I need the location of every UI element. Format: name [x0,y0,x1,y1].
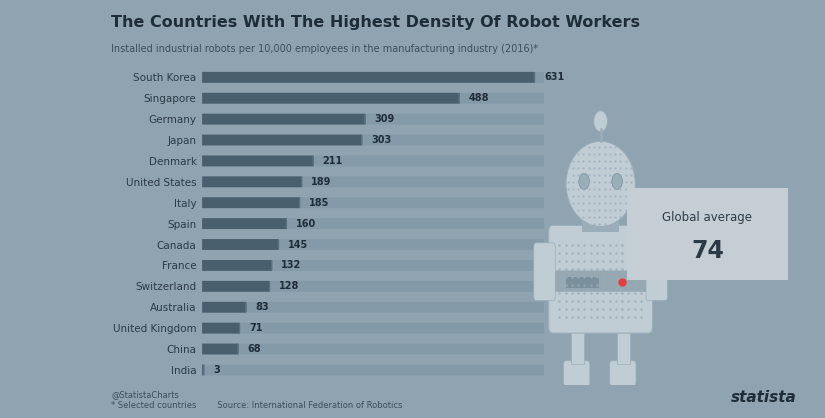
FancyBboxPatch shape [202,239,544,250]
FancyBboxPatch shape [202,72,535,83]
Text: The Countries With The Highest Density Of Robot Workers: The Countries With The Highest Density O… [111,15,640,30]
Text: 68: 68 [248,344,261,354]
Text: 145: 145 [288,240,309,250]
FancyBboxPatch shape [202,218,286,229]
Text: 303: 303 [371,135,391,145]
Bar [582,217,619,232]
Bar [571,327,584,364]
FancyBboxPatch shape [202,197,299,208]
Text: 74: 74 [691,239,724,263]
Bar [617,327,630,364]
FancyBboxPatch shape [202,344,238,354]
Text: 160: 160 [296,219,316,229]
Text: * Selected countries        Source: International Federation of Robotics: * Selected countries Source: Internation… [111,400,403,410]
Text: 185: 185 [309,198,329,208]
FancyBboxPatch shape [202,344,544,354]
Circle shape [612,173,622,189]
Text: 309: 309 [375,114,394,124]
FancyBboxPatch shape [202,364,204,375]
FancyBboxPatch shape [202,176,544,187]
FancyBboxPatch shape [202,114,365,125]
Text: Global average: Global average [662,211,752,224]
FancyBboxPatch shape [202,260,544,271]
FancyBboxPatch shape [202,135,544,145]
FancyBboxPatch shape [202,281,544,292]
Text: statista: statista [730,390,796,405]
Text: 189: 189 [311,177,332,187]
FancyBboxPatch shape [202,93,460,104]
FancyBboxPatch shape [202,323,239,334]
FancyBboxPatch shape [563,361,590,386]
FancyBboxPatch shape [202,197,544,208]
Text: 83: 83 [255,302,269,312]
FancyBboxPatch shape [202,260,271,271]
Ellipse shape [566,141,635,227]
FancyBboxPatch shape [202,155,544,166]
FancyBboxPatch shape [202,176,302,187]
FancyBboxPatch shape [553,270,648,292]
FancyBboxPatch shape [202,155,314,166]
FancyBboxPatch shape [549,225,653,333]
FancyBboxPatch shape [202,364,544,375]
Text: @StatistaCharts: @StatistaCharts [111,390,179,399]
FancyBboxPatch shape [202,93,544,104]
Text: 3: 3 [213,365,220,375]
Text: 132: 132 [281,260,301,270]
FancyBboxPatch shape [534,243,555,301]
FancyBboxPatch shape [646,243,667,301]
FancyBboxPatch shape [202,323,544,334]
Circle shape [594,111,607,132]
Circle shape [579,173,589,189]
FancyBboxPatch shape [202,281,270,292]
FancyBboxPatch shape [202,218,544,229]
FancyBboxPatch shape [202,302,246,313]
Text: 71: 71 [249,323,262,333]
Text: 631: 631 [544,72,564,82]
FancyBboxPatch shape [202,135,361,145]
FancyBboxPatch shape [202,302,544,313]
FancyBboxPatch shape [202,239,279,250]
Text: 488: 488 [469,93,489,103]
FancyBboxPatch shape [610,361,636,386]
FancyBboxPatch shape [202,114,544,125]
Text: 128: 128 [279,281,299,291]
Text: Installed industrial robots per 10,000 employees in the manufacturing industry (: Installed industrial robots per 10,000 e… [111,44,539,54]
Text: 211: 211 [323,156,343,166]
FancyBboxPatch shape [202,72,544,83]
Bar [566,277,599,288]
